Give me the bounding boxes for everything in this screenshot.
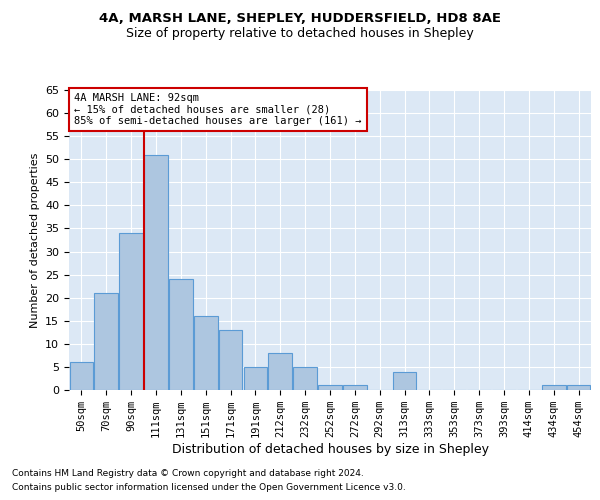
Text: Contains public sector information licensed under the Open Government Licence v3: Contains public sector information licen…: [12, 484, 406, 492]
Bar: [169, 279, 193, 390]
Bar: [244, 367, 267, 390]
Bar: [94, 293, 118, 390]
Text: Contains HM Land Registry data © Crown copyright and database right 2024.: Contains HM Land Registry data © Crown c…: [12, 468, 364, 477]
Bar: [318, 386, 342, 390]
Text: 4A MARSH LANE: 92sqm
← 15% of detached houses are smaller (28)
85% of semi-detac: 4A MARSH LANE: 92sqm ← 15% of detached h…: [74, 93, 362, 126]
Bar: [293, 367, 317, 390]
Bar: [393, 372, 416, 390]
Bar: [567, 386, 590, 390]
Bar: [119, 233, 143, 390]
X-axis label: Distribution of detached houses by size in Shepley: Distribution of detached houses by size …: [172, 443, 488, 456]
Text: 4A, MARSH LANE, SHEPLEY, HUDDERSFIELD, HD8 8AE: 4A, MARSH LANE, SHEPLEY, HUDDERSFIELD, H…: [99, 12, 501, 26]
Bar: [144, 154, 168, 390]
Bar: [219, 330, 242, 390]
Text: Size of property relative to detached houses in Shepley: Size of property relative to detached ho…: [126, 28, 474, 40]
Bar: [70, 362, 93, 390]
Bar: [194, 316, 218, 390]
Bar: [268, 353, 292, 390]
Bar: [542, 386, 566, 390]
Bar: [343, 386, 367, 390]
Y-axis label: Number of detached properties: Number of detached properties: [29, 152, 40, 328]
